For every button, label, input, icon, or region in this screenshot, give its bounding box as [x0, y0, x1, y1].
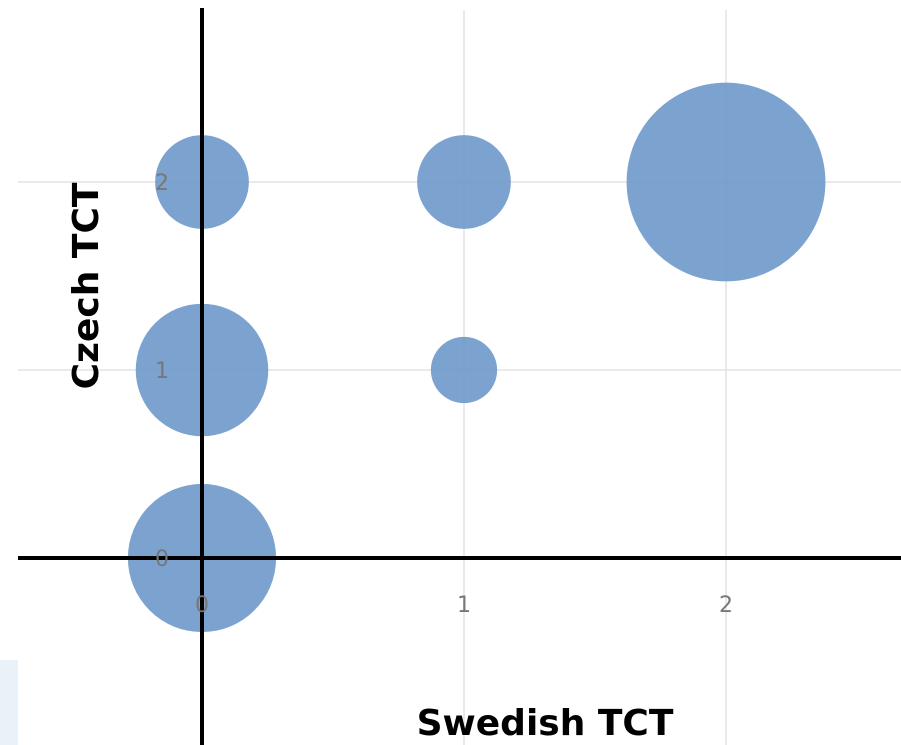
- tick-labels: 0 1 2 0 1 2: [155, 171, 733, 618]
- corner-decoration: [0, 660, 18, 745]
- x-tick-label-2: 2: [719, 593, 733, 618]
- y-tick-label-2: 2: [155, 171, 169, 196]
- bubble-2-2: [626, 82, 826, 282]
- bubble-1-2: [417, 135, 511, 229]
- y-tick-label-1: 1: [155, 359, 169, 384]
- bubbles-layer: [127, 82, 826, 633]
- y-tick-label-0: 0: [155, 547, 169, 572]
- x-tick-label-0: 0: [195, 593, 209, 618]
- y-axis-title: Czech TCT: [66, 182, 107, 389]
- x-axis-title: Swedish TCT: [417, 703, 674, 744]
- x-tick-label-1: 1: [457, 593, 471, 618]
- bubble-1-1: [430, 336, 498, 404]
